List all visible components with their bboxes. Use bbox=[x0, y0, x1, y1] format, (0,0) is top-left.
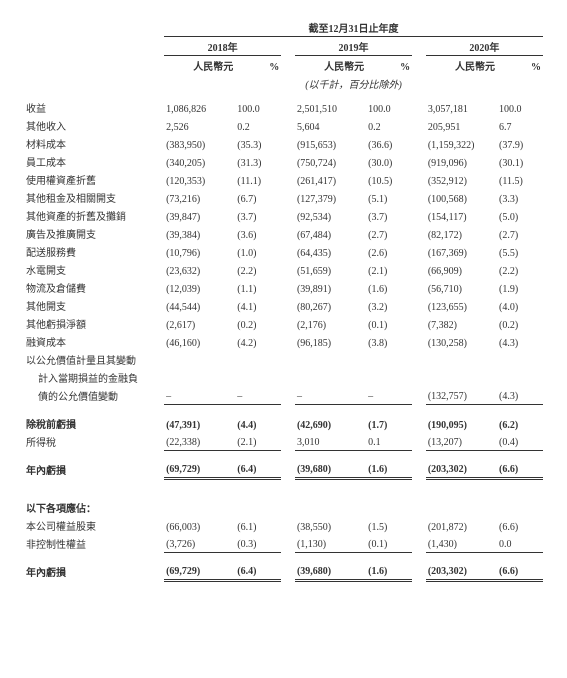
table-row: 其他租金及相關開支(73,216)(6.7)(127,379)(5.1)(100… bbox=[24, 188, 543, 206]
table-row: 水電開支(23,632)(2.2)(51,659)(2.1)(66,909)(2… bbox=[24, 260, 543, 278]
row-label: 其他租金及相關開支 bbox=[24, 188, 164, 206]
pre-tax-row: 除稅前虧損 (47,391) (4.4) (42,690) (1.7) (190… bbox=[24, 414, 543, 432]
currency-header-row: 人民幣元 % 人民幣元 % 人民幣元 % bbox=[24, 56, 543, 75]
title-row: 截至12月31日止年度 bbox=[24, 18, 543, 37]
table-row: 收益1,086,826100.02,501,510100.03,057,1811… bbox=[24, 98, 543, 116]
table-row: 物流及倉儲費(12,039)(1.1)(39,891)(1.6)(56,710)… bbox=[24, 278, 543, 296]
table-row: 員工成本(340,205)(31.3)(750,724)(30.0)(919,0… bbox=[24, 152, 543, 170]
table-row: 廣告及推廣開支(39,384)(3.6)(67,484)(2.7)(82,172… bbox=[24, 224, 543, 242]
year-2020: 2020年 bbox=[426, 37, 543, 56]
row-label: 物流及倉儲費 bbox=[24, 278, 164, 296]
row-label: 使用權資產折舊 bbox=[24, 170, 164, 188]
table-row: 材料成本(383,950)(35.3)(915,653)(36.6)(1,159… bbox=[24, 134, 543, 152]
financial-table: 截至12月31日止年度 2018年 2019年 2020年 人民幣元 % 人民幣… bbox=[24, 18, 543, 582]
row-label: 配送服務費 bbox=[24, 242, 164, 260]
row-label: 其他開支 bbox=[24, 296, 164, 314]
attribution-header: 以下各項應佔： bbox=[24, 498, 543, 516]
row-label: 水電開支 bbox=[24, 260, 164, 278]
table-title: 截至12月31日止年度 bbox=[164, 18, 543, 37]
row-label: 其他虧損淨額 bbox=[24, 314, 164, 332]
row-label: 其他資產的折舊及攤銷 bbox=[24, 206, 164, 224]
fv-row-1: 以公允價值計量且其變動 bbox=[24, 350, 543, 368]
net-loss-row: 年內虧損 (69,729) (6.4) (39,680) (1.6) (203,… bbox=[24, 460, 543, 478]
table-row: 其他虧損淨額(2,617)(0.2)(2,176)(0.1)(7,382)(0.… bbox=[24, 314, 543, 332]
year-2019: 2019年 bbox=[295, 37, 412, 56]
attrib-owner-row: 本公司權益股東 (66,003) (6.1) (38,550) (1.5) (2… bbox=[24, 516, 543, 534]
table-row: 配送服務費(10,796)(1.0)(64,435)(2.6)(167,369)… bbox=[24, 242, 543, 260]
tax-row: 所得稅 (22,338) (2.1) 3,010 0.1 (13,207) (0… bbox=[24, 432, 543, 450]
row-label: 員工成本 bbox=[24, 152, 164, 170]
net-loss-row-2: 年內虧損 (69,729) (6.4) (39,680) (1.6) (203,… bbox=[24, 562, 543, 580]
row-label: 材料成本 bbox=[24, 134, 164, 152]
unit-note-row: (以千計，百分比除外) bbox=[24, 74, 543, 92]
table-row: 其他收入2,5260.25,6040.2205,9516.7 bbox=[24, 116, 543, 134]
row-label: 收益 bbox=[24, 98, 164, 116]
table-row: 融資成本(46,160)(4.2)(96,185)(3.8)(130,258)(… bbox=[24, 332, 543, 350]
row-label: 其他收入 bbox=[24, 116, 164, 134]
table-row: 使用權資產折舊(120,353)(11.1)(261,417)(10.5)(35… bbox=[24, 170, 543, 188]
table-row: 其他資產的折舊及攤銷(39,847)(3.7)(92,534)(3.7)(154… bbox=[24, 206, 543, 224]
year-2018: 2018年 bbox=[164, 37, 281, 56]
row-label: 廣告及推廣開支 bbox=[24, 224, 164, 242]
fv-row-2: 計入當期損益的金融負 bbox=[24, 368, 543, 386]
attrib-nci-row: 非控制性權益 (3,726) (0.3) (1,130) (0.1) (1,43… bbox=[24, 534, 543, 552]
year-header-row: 2018年 2019年 2020年 bbox=[24, 37, 543, 56]
fv-row-3: 債的公允價值變動 – – – – (132,757) (4.3) bbox=[24, 386, 543, 404]
table-row: 其他開支(44,544)(4.1)(80,267)(3.2)(123,655)(… bbox=[24, 296, 543, 314]
row-label: 融資成本 bbox=[24, 332, 164, 350]
